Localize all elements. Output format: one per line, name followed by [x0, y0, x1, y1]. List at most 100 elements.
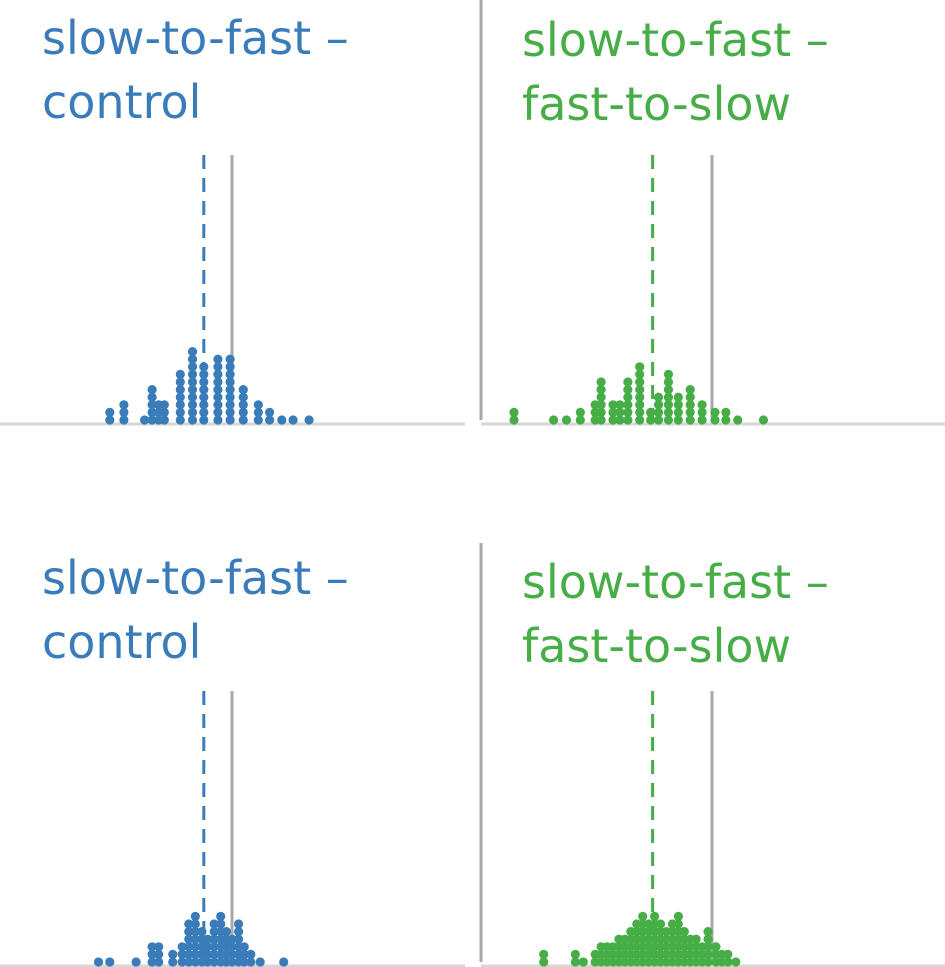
- data-point: [239, 942, 249, 952]
- data-point: [685, 415, 695, 425]
- panel-4-title-line-2: fast-to-slow: [522, 619, 792, 673]
- data-point: [202, 942, 213, 952]
- data-point: [653, 392, 664, 402]
- data-point: [653, 407, 664, 417]
- data-point: [673, 415, 683, 425]
- data-point: [615, 407, 625, 417]
- data-point: [187, 377, 198, 387]
- data-point: [119, 400, 129, 410]
- data-point: [177, 942, 187, 952]
- data-point: [199, 392, 209, 402]
- data-point: [703, 942, 713, 952]
- data-point: [159, 415, 169, 425]
- data-point: [635, 385, 645, 395]
- data-point: [147, 407, 157, 417]
- data-point: [199, 400, 209, 410]
- data-point: [697, 400, 707, 410]
- data-point: [238, 392, 248, 402]
- data-point: [199, 415, 209, 425]
- data-point: [213, 369, 223, 379]
- data-point: [635, 362, 645, 372]
- data-point: [697, 415, 707, 425]
- data-point: [202, 957, 213, 967]
- data-point: [213, 392, 223, 402]
- data-point: [596, 407, 606, 417]
- data-point: [93, 957, 104, 967]
- data-point: [596, 385, 606, 395]
- data-point: [653, 400, 664, 410]
- data-point: [199, 385, 209, 395]
- data-point: [184, 949, 194, 960]
- data-point: [246, 949, 256, 960]
- data-point: [184, 942, 194, 952]
- panel-2-title-line-2: fast-to-slow: [522, 77, 792, 131]
- data-point: [663, 400, 674, 410]
- data-point: [147, 400, 157, 410]
- data-point: [105, 415, 115, 425]
- data-point: [246, 957, 256, 967]
- data-point: [227, 949, 237, 960]
- data-point: [154, 957, 164, 967]
- data-point: [663, 369, 674, 379]
- data-point: [147, 385, 157, 395]
- data-point: [175, 377, 185, 387]
- data-point: [570, 949, 580, 960]
- data-point: [635, 369, 645, 379]
- data-point: [213, 385, 223, 395]
- data-point: [213, 400, 223, 410]
- data-point: [175, 407, 185, 417]
- data-point: [175, 369, 185, 379]
- data-point: [209, 957, 219, 967]
- data-point: [596, 400, 606, 410]
- data-point: [279, 957, 289, 967]
- data-point: [710, 407, 720, 417]
- data-point: [635, 377, 645, 387]
- panel-4: [479, 543, 945, 967]
- data-point: [225, 369, 235, 379]
- data-point: [187, 415, 198, 425]
- data-point: [199, 377, 209, 387]
- data-point: [635, 407, 645, 417]
- data-point: [253, 400, 263, 410]
- data-point: [184, 919, 194, 929]
- data-point: [187, 385, 198, 395]
- data-point: [623, 407, 633, 417]
- data-point: [147, 415, 157, 425]
- data-point: [649, 911, 660, 922]
- data-point: [238, 400, 248, 410]
- data-point: [213, 415, 223, 425]
- data-point: [549, 415, 559, 425]
- data-point: [213, 354, 223, 364]
- data-point: [227, 934, 237, 944]
- data-point: [723, 957, 733, 967]
- data-point: [703, 927, 713, 937]
- data-point: [213, 407, 223, 417]
- data-point: [209, 927, 219, 937]
- data-point: [288, 415, 298, 425]
- data-point: [663, 407, 674, 417]
- data-point: [233, 919, 244, 929]
- data-point: [758, 415, 769, 425]
- data-point: [187, 347, 198, 357]
- data-point: [233, 927, 244, 937]
- panel-2-title-line-1: slow-to-fast –: [522, 13, 829, 67]
- data-point: [733, 415, 743, 425]
- data-point: [154, 949, 164, 960]
- data-point: [685, 385, 695, 395]
- data-point: [615, 415, 625, 425]
- data-point: [663, 385, 674, 395]
- data-point: [119, 415, 129, 425]
- data-point: [703, 957, 713, 967]
- data-point: [159, 400, 169, 410]
- panel-4-title: slow-to-fast – fast-to-slow: [522, 550, 829, 678]
- data-point: [139, 415, 150, 425]
- panel-2: [479, 0, 945, 426]
- data-point: [177, 957, 187, 967]
- data-point: [663, 415, 674, 425]
- data-point: [225, 362, 235, 372]
- data-point: [131, 957, 141, 967]
- data-point: [147, 949, 157, 960]
- panel-1-title-line-2: control: [42, 75, 202, 129]
- data-point: [265, 407, 275, 417]
- data-point: [253, 415, 263, 425]
